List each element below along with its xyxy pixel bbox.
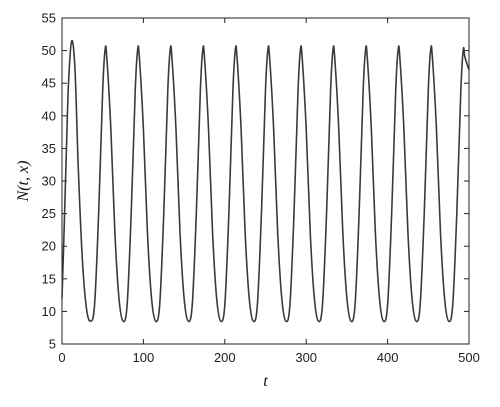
- x-tick-label-0: 0: [58, 350, 65, 365]
- y-tick-label-10: 55: [42, 11, 56, 26]
- y-tick-label-8: 45: [42, 76, 56, 91]
- x-axis-title: t: [263, 373, 268, 390]
- x-tick-label-1: 100: [133, 350, 155, 365]
- y-tick-label-9: 50: [42, 43, 56, 58]
- y-tick-label-7: 40: [42, 108, 56, 123]
- y-tick-label-4: 25: [42, 206, 56, 221]
- x-tick-label-5: 500: [458, 350, 480, 365]
- x-tick-label-3: 300: [295, 350, 317, 365]
- series-line: [61, 39, 470, 323]
- x-tick-label-2: 200: [214, 350, 236, 365]
- y-tick-label-6: 35: [42, 141, 56, 156]
- y-axis-title: N(t, x): [15, 161, 32, 203]
- y-tick-label-5: 30: [42, 174, 56, 189]
- y-tick-label-1: 10: [42, 304, 56, 319]
- y-tick-label-2: 15: [42, 271, 56, 286]
- tick-labels: 0 100 200 300 400 500 5 10 15 20 25 30 35 40 45 50 55: [42, 11, 480, 366]
- x-tick-label-4: 400: [377, 350, 399, 365]
- plot-area: [61, 17, 470, 345]
- y-tick-label-3: 20: [42, 239, 56, 254]
- y-tick-label-0: 5: [49, 337, 56, 352]
